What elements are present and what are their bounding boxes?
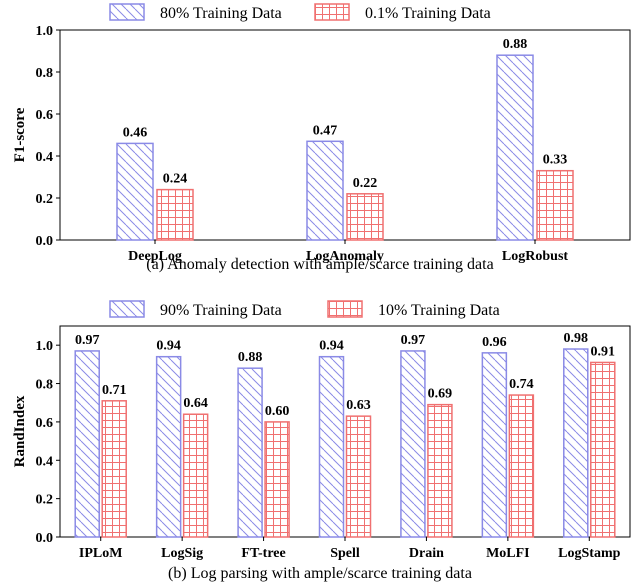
- bar-series-1: [74, 350, 100, 538]
- bar-series-1: [237, 367, 263, 538]
- y-tick-label: 0.8: [36, 66, 54, 81]
- bar-series-2: [182, 413, 209, 538]
- bar-series-2: [508, 394, 535, 538]
- bar-series-2: [101, 400, 127, 538]
- bar-value-label: 0.97: [75, 333, 100, 348]
- x-tick-label: Drain: [409, 546, 444, 561]
- bar-value-label: 0.94: [319, 339, 344, 354]
- x-tick-label: LogStamp: [558, 546, 620, 561]
- bar-value-label: 0.94: [156, 339, 181, 354]
- y-tick-label: 0.8: [36, 378, 54, 393]
- figure-caption: (b) Log parsing with ample/scarce traini…: [168, 565, 472, 582]
- legend-label: 80% Training Data: [160, 5, 282, 22]
- y-tick-label: 0.6: [36, 108, 54, 123]
- chart-log-parsing: 0.0 0.2 0.4 0.6 0.8 1.0 RandIndex IPLoM 0.97 0.71…: [12, 300, 631, 582]
- bar-value-label: 0.96: [482, 335, 507, 350]
- plot-frame: [59, 325, 631, 538]
- y-tick-label: 0.2: [36, 192, 54, 207]
- bar-series-2: [427, 403, 453, 538]
- bar-series-1: [318, 355, 345, 538]
- bar-value-label: 0.71: [102, 383, 127, 398]
- bar-value-label: 0.88: [238, 350, 263, 365]
- bar-value-label: 0.60: [265, 404, 290, 419]
- x-tick-label: Spell: [330, 546, 360, 561]
- y-tick-label: 0.6: [36, 416, 54, 431]
- bar-value-label: 0.46: [123, 125, 148, 140]
- bar-series-2: [264, 421, 290, 538]
- bar-value-label: 0.98: [564, 331, 589, 346]
- legend-swatch-series-1: [109, 300, 145, 318]
- bar-series-1: [563, 348, 589, 538]
- y-tick-label: 0.0: [36, 234, 54, 249]
- y-tick-label: 1.0: [36, 24, 54, 39]
- bar-series-2: [156, 188, 194, 241]
- x-tick-label: MoLFI: [486, 546, 530, 561]
- bar-series-1: [400, 350, 426, 538]
- legend-swatch-series-2: [327, 300, 363, 318]
- x-tick-label: LogSig: [161, 546, 203, 561]
- bar-value-label: 0.47: [313, 123, 338, 138]
- bar-value-label: 0.22: [353, 176, 378, 191]
- figure-caption: (a) Anomaly detection with ample/scarce …: [146, 256, 493, 273]
- legend-swatch-series-2: [314, 3, 350, 21]
- x-tick-label: DeepLog: [128, 249, 182, 264]
- bar-series-2: [345, 415, 372, 538]
- legend-label: 10% Training Data: [378, 302, 500, 319]
- y-tick-label: 1.0: [36, 339, 54, 354]
- bar-value-label: 0.64: [183, 396, 208, 411]
- bar-value-label: 0.24: [163, 172, 188, 187]
- x-tick-label: LogAnomaly: [306, 249, 384, 264]
- legend-label: 90% Training Data: [160, 302, 282, 319]
- bar-series-2: [536, 169, 574, 241]
- bar-value-label: 0.91: [591, 344, 616, 359]
- x-tick-label: FT-tree: [241, 546, 285, 561]
- chart-anomaly-detection: 0.0 0.2 0.4 0.6 0.8 1.0 F1-score DeepLog 0.46 0.2…: [12, 3, 631, 273]
- x-tick-label: LogRobust: [502, 249, 568, 264]
- bar-series-1: [481, 352, 508, 538]
- legend-label: 0.1% Training Data: [365, 5, 491, 22]
- bar-series-2: [590, 361, 616, 538]
- bar-series-1: [155, 355, 182, 538]
- bar-value-label: 0.74: [509, 377, 534, 392]
- bar-series-1: [306, 140, 344, 241]
- bar-series-1: [116, 142, 154, 241]
- bar-value-label: 0.97: [401, 333, 426, 348]
- legend-swatch-series-1: [109, 3, 145, 21]
- bar-series-2: [346, 193, 384, 241]
- bar-value-label: 0.63: [346, 398, 371, 413]
- x-tick-label: IPLoM: [79, 546, 123, 561]
- y-tick-label: 0.0: [36, 531, 54, 546]
- y-tick-label: 0.4: [36, 454, 54, 469]
- bar-series-1: [496, 54, 534, 241]
- y-tick-label: 0.2: [36, 493, 54, 508]
- bar-value-label: 0.69: [428, 387, 453, 402]
- y-tick-label: 0.4: [36, 150, 54, 165]
- y-axis-label: F1-score: [12, 107, 28, 162]
- bar-value-label: 0.33: [543, 153, 568, 168]
- bar-value-label: 0.88: [503, 37, 528, 52]
- y-axis-label: RandIndex: [12, 395, 28, 467]
